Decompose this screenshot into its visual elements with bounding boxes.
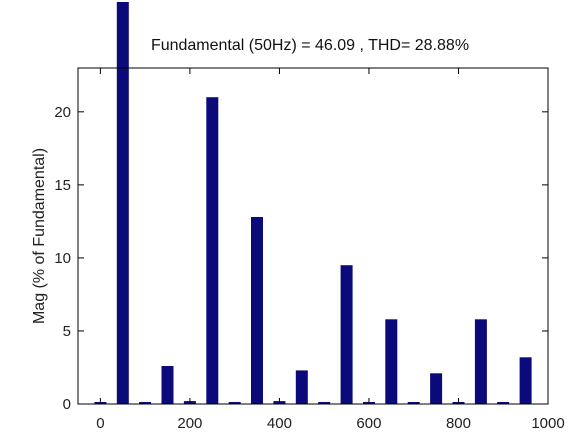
bar-900hz	[497, 402, 510, 404]
bar-950hz	[519, 357, 532, 404]
bar-550hz	[340, 265, 353, 404]
x-tick-label: 1000	[531, 415, 564, 432]
bar-100hz	[139, 402, 152, 404]
title-background	[140, 28, 480, 58]
bar-350hz	[251, 217, 263, 404]
x-tick-label: 200	[177, 415, 202, 432]
y-tick-label: 20	[54, 104, 71, 121]
x-tick-label: 800	[446, 415, 471, 432]
ticks-group: 0 200 400 600 800 1000 0 5 10 15 20	[54, 68, 565, 432]
bar-50hz	[116, 2, 129, 404]
chart-title: Fundamental (50Hz) = 46.09 , THD= 28.88%	[151, 37, 469, 54]
y-tick-label: 0	[63, 396, 71, 413]
y-axis-label: Mag (% of Fundamental)	[31, 148, 48, 324]
bar-750hz	[430, 373, 443, 404]
y-tick-label: 5	[63, 323, 71, 340]
bar-450hz	[295, 370, 308, 404]
bar-700hz	[407, 402, 420, 404]
y-tick-label: 10	[54, 250, 71, 267]
x-tick-label: 400	[267, 415, 292, 432]
x-tick-label: 0	[96, 415, 104, 432]
x-tick-label: 600	[356, 415, 381, 432]
bar-500hz	[318, 402, 331, 404]
bar-150hz	[161, 366, 174, 404]
bar-250hz	[206, 97, 219, 404]
axes-background	[78, 68, 548, 404]
axes-frame	[77, 67, 549, 405]
bar-300hz	[228, 402, 241, 404]
bar-650hz	[385, 319, 398, 404]
y-tick-label: 15	[54, 177, 71, 194]
bar-850hz	[474, 319, 487, 404]
